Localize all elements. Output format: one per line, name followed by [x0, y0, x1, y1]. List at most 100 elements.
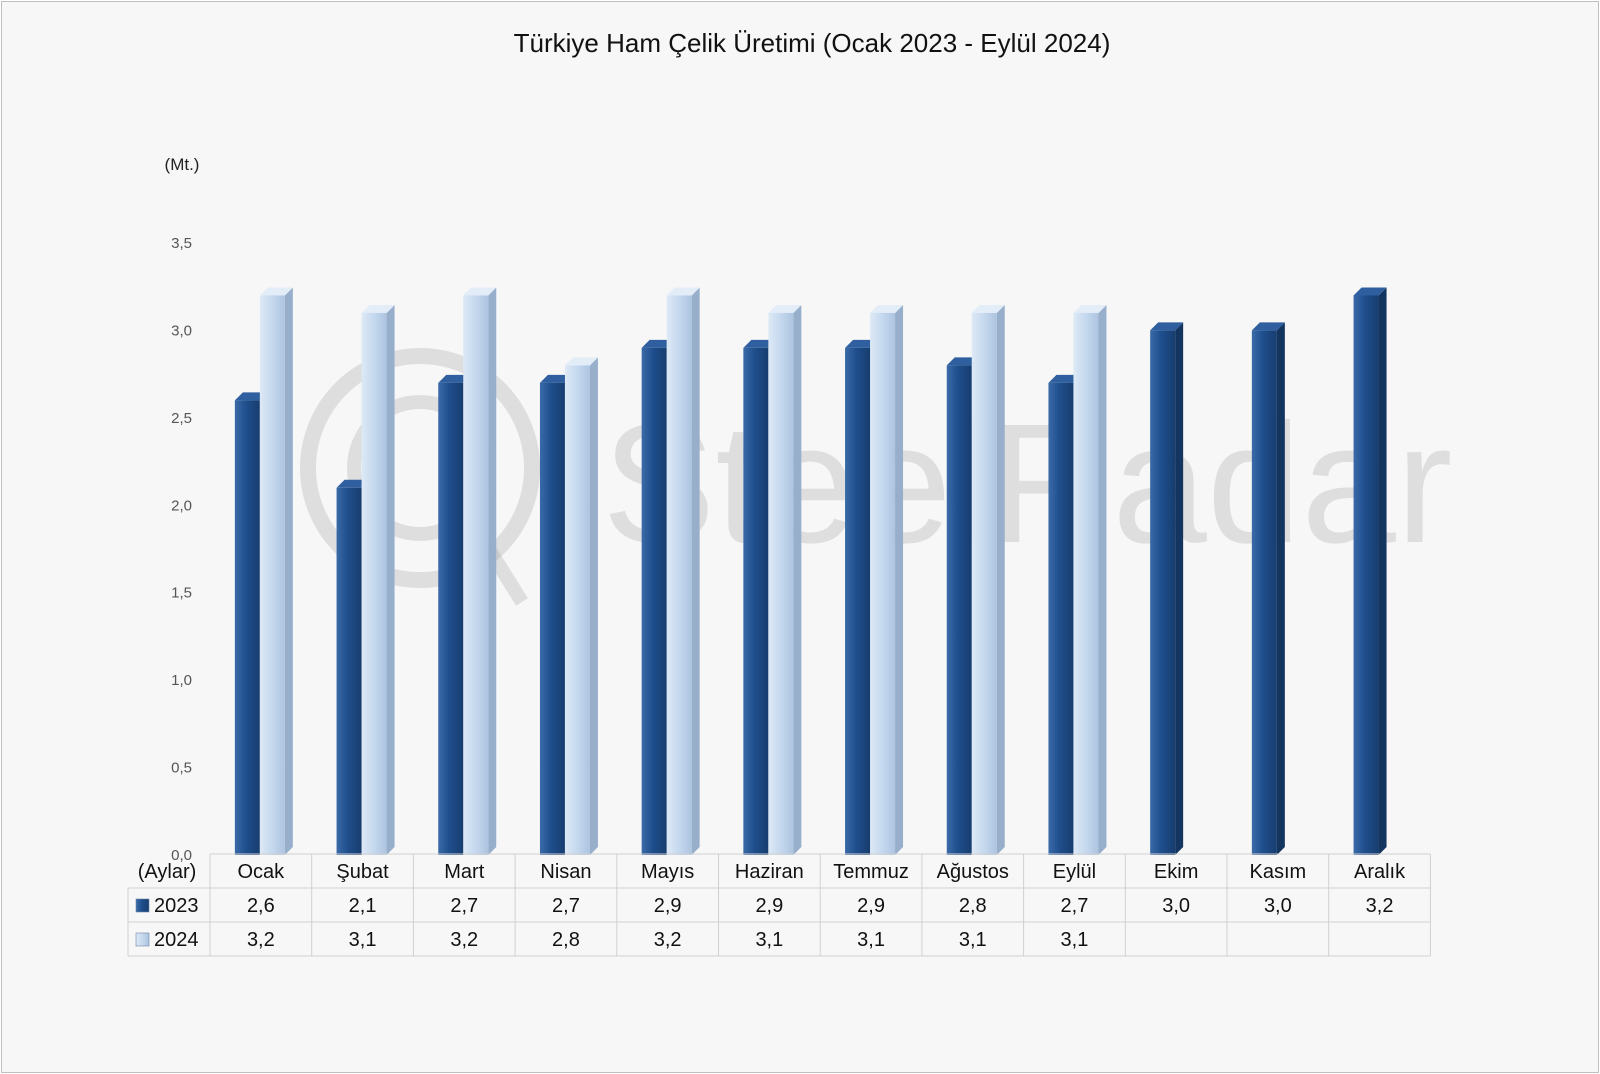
bar-side: [1175, 322, 1184, 855]
bar-2024-Haziran: [768, 304, 802, 855]
data-label: 3,2: [450, 929, 478, 951]
data-label: 3,1: [1061, 929, 1089, 951]
data-table: (Aylar) Ocak Şubat Mart Nisan Mayıs Haziran Tem…: [127, 853, 1431, 957]
bar-side: [1098, 304, 1107, 855]
bar-top: [259, 287, 293, 296]
bar-front: [336, 487, 362, 855]
bar-top: [1150, 322, 1184, 331]
bar-front: [1073, 312, 1099, 855]
data-label: 2,9: [857, 895, 885, 917]
bar-side: [793, 304, 802, 855]
bar-top: [870, 304, 904, 313]
bar-top: [641, 339, 675, 348]
data-label: 2,8: [552, 929, 580, 951]
data-label: 3,2: [654, 929, 682, 951]
bar-front: [1251, 330, 1277, 855]
x-tick-label: Ocak: [238, 861, 286, 883]
x-tick-label: Kasım: [1250, 861, 1307, 883]
bar-top: [361, 304, 395, 313]
data-label: 2,7: [552, 895, 580, 917]
data-label: 2,9: [755, 895, 783, 917]
x-tick-label: Ağustos: [937, 861, 1009, 883]
chart-title: Türkiye Ham Çelik Üretimi (Ocak 2023 - E…: [514, 28, 1111, 58]
y-tick-label: 0,5: [171, 760, 192, 777]
bar-front: [971, 312, 997, 855]
bar-side: [996, 304, 1005, 855]
watermark-text: SteelRadar: [602, 389, 1453, 579]
y-tick-label: 3,0: [171, 322, 192, 339]
data-label: 3,2: [1366, 895, 1394, 917]
bar-top: [946, 357, 980, 366]
bar-side: [1276, 322, 1285, 855]
y-tick-label: 2,5: [171, 410, 192, 427]
bar-top: [743, 339, 777, 348]
bar-side: [895, 304, 904, 855]
bar-side: [386, 304, 395, 855]
x-tick-label: Ekim: [1154, 861, 1198, 883]
bar-top: [971, 304, 1005, 313]
x-tick-label: Eylül: [1053, 861, 1096, 883]
bar-front: [1048, 382, 1074, 855]
bar-front: [564, 365, 590, 855]
bar-front: [666, 295, 692, 855]
data-label: 3,0: [1162, 895, 1190, 917]
y-tick-label: 3,5: [171, 235, 192, 252]
bar-2023-Kasım: [1251, 322, 1285, 855]
bar-side: [1378, 287, 1387, 855]
y-axis-unit: (Mt.): [165, 155, 200, 174]
bar-top: [1073, 304, 1107, 313]
x-tick-label: Mart: [444, 861, 484, 883]
bar-front: [539, 382, 565, 855]
plot-area: [234, 287, 1387, 855]
bar-top: [845, 339, 879, 348]
bar-side: [691, 287, 700, 855]
data-label: 2,7: [450, 895, 478, 917]
bar-2024-Nisan: [564, 357, 598, 855]
bar-top: [336, 479, 370, 488]
bar-top: [768, 304, 802, 313]
data-label: 2,1: [349, 895, 377, 917]
bar-2024-Eylül: [1073, 304, 1107, 855]
y-tick-label: 1,0: [171, 672, 192, 689]
bar-top: [666, 287, 700, 296]
bar-2023-Aralık: [1353, 287, 1387, 855]
bar-top: [234, 392, 268, 401]
bar-top: [539, 374, 573, 383]
bar-front: [1150, 330, 1176, 855]
bar-2023-Ekim: [1150, 322, 1184, 855]
bar-top: [1353, 287, 1387, 296]
data-label: 3,1: [857, 929, 885, 951]
data-label: 2,8: [959, 895, 987, 917]
bar-2024-Mayıs: [666, 287, 700, 855]
x-tick-label: Nisan: [540, 861, 591, 883]
y-tick-label: 0,0: [171, 847, 192, 864]
y-tick-label: 2,0: [171, 497, 192, 514]
legend-key-2023: [135, 898, 150, 913]
bar-2024-Şubat: [361, 304, 395, 855]
y-axis: 0,0 0,5 1,0 1,5 2,0 2,5 3,0 3,5: [171, 235, 192, 864]
bar-side: [284, 287, 293, 855]
bar-2024-Ocak: [259, 287, 293, 855]
bar-2024-Temmuz: [870, 304, 904, 855]
x-tick-label: Şubat: [336, 861, 389, 883]
bar-front: [768, 312, 794, 855]
bar-top: [463, 287, 497, 296]
bar-front: [361, 312, 387, 855]
legend-label: 2023: [154, 895, 199, 917]
data-label: 2,7: [1061, 895, 1089, 917]
data-label: 3,1: [349, 929, 377, 951]
bar-side: [488, 287, 497, 855]
bar-2024-Ağustos: [971, 304, 1005, 855]
bar-front: [641, 347, 667, 855]
bar-front: [463, 295, 489, 855]
y-tick-label: 1,5: [171, 585, 192, 602]
bar-front: [870, 312, 896, 855]
bar-side: [589, 357, 598, 855]
bar-top: [564, 357, 598, 366]
bar-front: [946, 365, 972, 855]
data-label: 2,9: [654, 895, 682, 917]
legend-key-2024: [135, 932, 150, 947]
x-tick-label: Haziran: [735, 861, 804, 883]
